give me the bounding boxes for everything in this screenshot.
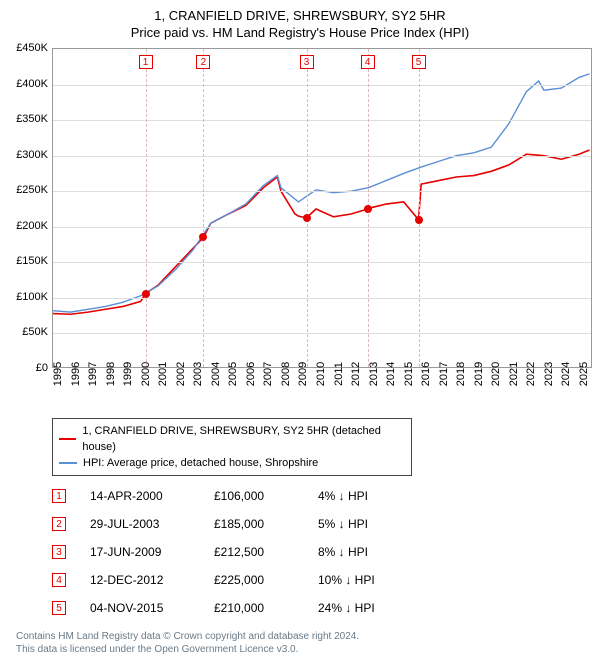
sale-number-box: 3 [52, 545, 66, 559]
sale-dot [415, 216, 423, 224]
sale-date: 04-NOV-2015 [90, 601, 190, 615]
sale-number-box: 1 [52, 489, 66, 503]
y-axis-label: £0 [8, 362, 48, 374]
y-axis-label: £350K [8, 113, 48, 125]
y-axis-label: £300K [8, 149, 48, 161]
sale-price: £210,000 [214, 601, 294, 615]
y-axis-label: £450K [8, 42, 48, 54]
sale-number-box: 2 [52, 517, 66, 531]
legend-swatch [59, 462, 77, 464]
gridline [53, 262, 591, 263]
sale-vline [203, 49, 204, 367]
gridline [53, 298, 591, 299]
sale-price: £185,000 [214, 517, 294, 531]
sale-date: 17-JUN-2009 [90, 545, 190, 559]
sale-marker-box: 4 [361, 55, 375, 69]
legend-label: 1, CRANFIELD DRIVE, SHREWSBURY, SY2 5HR … [82, 423, 405, 455]
legend-label: HPI: Average price, detached house, Shro… [83, 455, 318, 471]
sale-marker-box: 1 [139, 55, 153, 69]
sale-vline [307, 49, 308, 367]
x-axis-label: 2025 [578, 362, 600, 386]
sale-diff: 5% ↓ HPI [318, 517, 398, 531]
y-axis-label: £400K [8, 78, 48, 90]
footer-note: Contains HM Land Registry data © Crown c… [16, 630, 592, 656]
sale-diff: 8% ↓ HPI [318, 545, 398, 559]
sale-marker-box: 3 [300, 55, 314, 69]
y-axis-label: £250K [8, 184, 48, 196]
legend-row: 1, CRANFIELD DRIVE, SHREWSBURY, SY2 5HR … [59, 423, 405, 455]
gridline [53, 191, 591, 192]
y-axis-label: £100K [8, 291, 48, 303]
gridline [53, 227, 591, 228]
sale-row: 2 29-JUL-2003 £185,000 5% ↓ HPI [52, 510, 592, 538]
sale-price: £212,500 [214, 545, 294, 559]
gridline [53, 156, 591, 157]
sale-dot [142, 290, 150, 298]
sale-row: 4 12-DEC-2012 £225,000 10% ↓ HPI [52, 566, 592, 594]
sale-diff: 10% ↓ HPI [318, 573, 398, 587]
chart-area: 1 2 3 4 5 £0 £50K £100K £150K £200K £250K £300K £35… [8, 48, 592, 408]
y-axis-label: £200K [8, 220, 48, 232]
legend-row: HPI: Average price, detached house, Shro… [59, 455, 405, 471]
sale-dot [364, 205, 372, 213]
sale-dot [303, 214, 311, 222]
gridline [53, 85, 591, 86]
line-series-svg [53, 49, 593, 369]
sale-row: 5 04-NOV-2015 £210,000 24% ↓ HPI [52, 594, 592, 622]
legend-swatch [59, 438, 76, 440]
y-axis-label: £50K [8, 326, 48, 338]
sales-table: 1 14-APR-2000 £106,000 4% ↓ HPI 2 29-JUL-2003… [52, 482, 592, 622]
sale-diff: 24% ↓ HPI [318, 601, 398, 615]
chart-title: 1, CRANFIELD DRIVE, SHREWSBURY, SY2 5HR [8, 8, 592, 23]
series-line [53, 150, 589, 314]
gridline [53, 120, 591, 121]
sale-diff: 4% ↓ HPI [318, 489, 398, 503]
sale-vline [146, 49, 147, 367]
gridline [53, 333, 591, 334]
sale-marker-box: 2 [196, 55, 210, 69]
sale-number-box: 5 [52, 601, 66, 615]
sale-row: 3 17-JUN-2009 £212,500 8% ↓ HPI [52, 538, 592, 566]
sale-date: 14-APR-2000 [90, 489, 190, 503]
sale-row: 1 14-APR-2000 £106,000 4% ↓ HPI [52, 482, 592, 510]
plot-region: 1 2 3 4 5 [52, 48, 592, 368]
sale-date: 12-DEC-2012 [90, 573, 190, 587]
footer-line-1: Contains HM Land Registry data © Crown c… [16, 630, 592, 643]
legend-box: 1, CRANFIELD DRIVE, SHREWSBURY, SY2 5HR … [52, 418, 412, 476]
series-line [53, 74, 589, 312]
sale-price: £225,000 [214, 573, 294, 587]
sale-vline [419, 49, 420, 367]
y-axis-label: £150K [8, 255, 48, 267]
sale-date: 29-JUL-2003 [90, 517, 190, 531]
sale-dot [199, 233, 207, 241]
sale-marker-box: 5 [412, 55, 426, 69]
sale-number-box: 4 [52, 573, 66, 587]
chart-subtitle: Price paid vs. HM Land Registry's House … [8, 25, 592, 40]
sale-price: £106,000 [214, 489, 294, 503]
